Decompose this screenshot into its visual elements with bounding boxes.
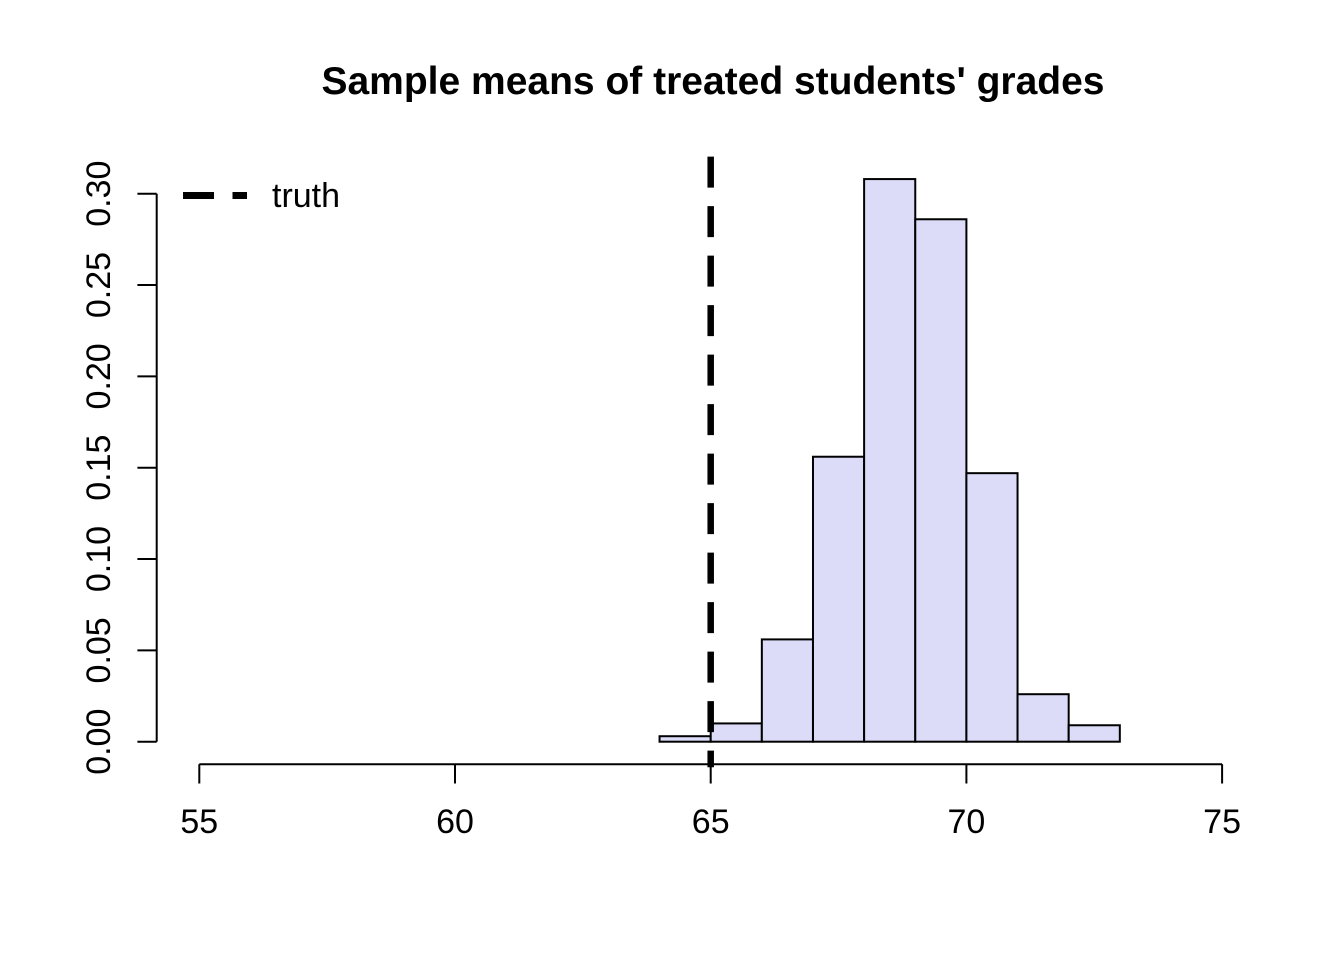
x-axis-tick-label: 70 xyxy=(947,803,985,841)
histogram-bar xyxy=(1067,724,1121,743)
x-axis-tick-label: 60 xyxy=(436,803,474,841)
histogram-bar xyxy=(709,722,763,743)
x-axis-tick-label: 65 xyxy=(692,803,730,841)
y-axis-tick-label: 0.25 xyxy=(80,252,118,318)
legend-label: truth xyxy=(272,177,340,215)
histogram-bar xyxy=(965,472,1019,743)
histogram-bar xyxy=(1016,693,1070,743)
histogram-bar xyxy=(914,218,968,743)
y-axis-tick-label: 0.30 xyxy=(80,161,118,227)
y-axis-tick-label: 0.15 xyxy=(80,435,118,501)
y-axis-tick-label: 0.20 xyxy=(80,343,118,409)
y-axis-tick-label: 0.05 xyxy=(80,617,118,683)
histogram-bar xyxy=(811,455,866,743)
legend: truth xyxy=(183,177,340,215)
histogram-bar xyxy=(863,178,917,743)
y-axis-tick-label: 0.10 xyxy=(80,526,118,592)
histogram-bars xyxy=(658,178,1121,743)
y-axis: 0.00 0.05 0.10 0.15 0.20 0.25 0.30 xyxy=(80,161,158,775)
histogram-bar xyxy=(760,638,814,743)
y-axis-tick-label: 0.00 xyxy=(80,709,118,775)
histogram-bar xyxy=(658,735,712,743)
x-axis-tick-label: 75 xyxy=(1203,803,1241,841)
x-axis-tick-label: 55 xyxy=(180,803,218,841)
x-axis: 55 60 65 70 75 xyxy=(180,763,1241,841)
plot-title: Sample means of treated students' grades xyxy=(321,60,1104,103)
